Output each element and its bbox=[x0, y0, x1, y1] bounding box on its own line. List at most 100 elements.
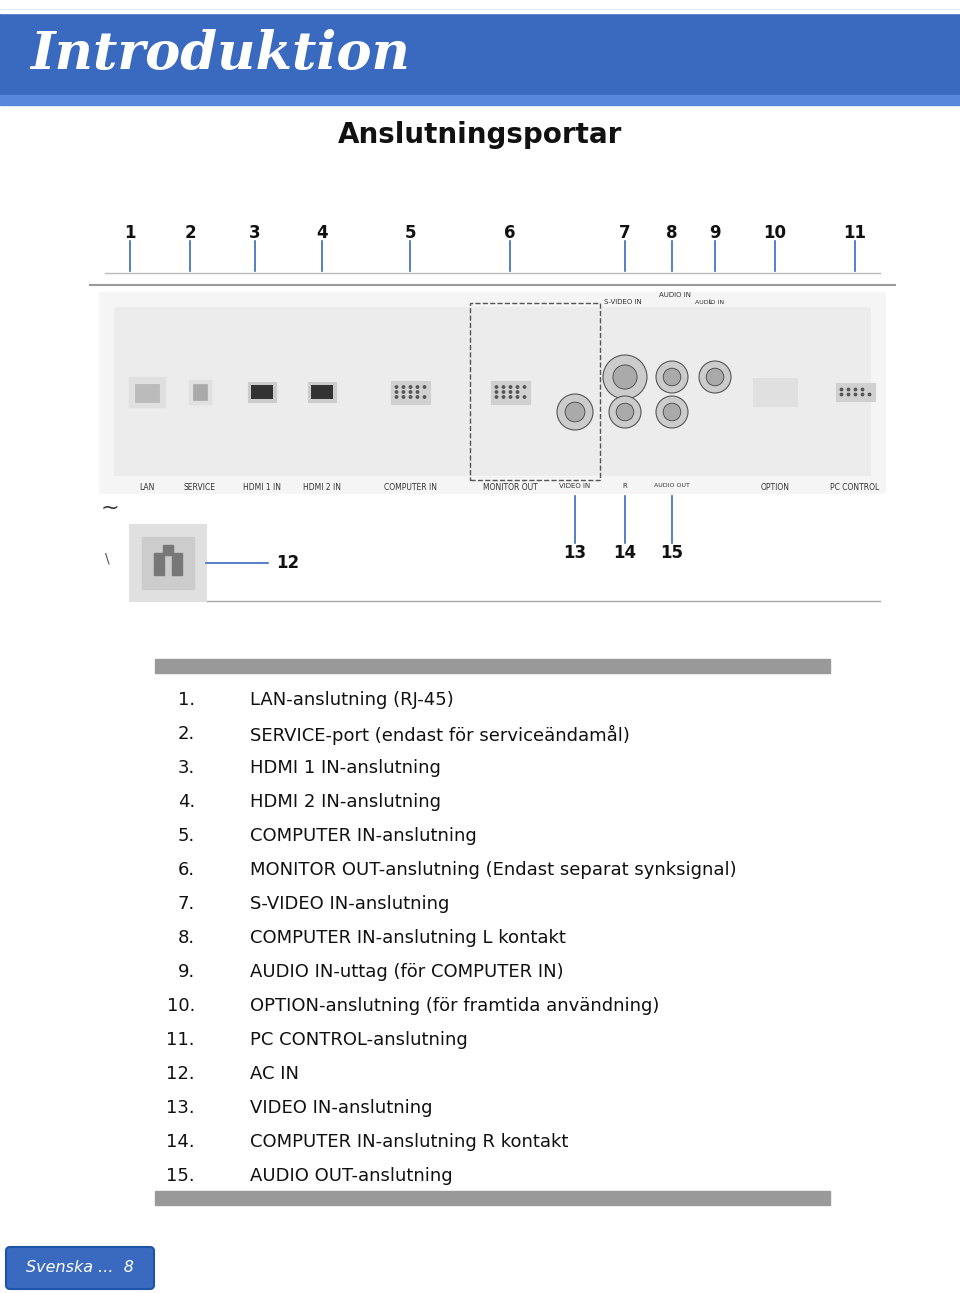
Text: R: R bbox=[623, 484, 628, 489]
Circle shape bbox=[409, 390, 412, 393]
Text: Svenska ...  8: Svenska ... 8 bbox=[26, 1261, 134, 1275]
Text: 12: 12 bbox=[276, 553, 300, 572]
Bar bbox=[391, 380, 429, 403]
Circle shape bbox=[516, 385, 518, 388]
Text: AUDIO IN: AUDIO IN bbox=[695, 300, 725, 305]
Circle shape bbox=[516, 390, 518, 393]
Text: 6: 6 bbox=[504, 224, 516, 242]
Circle shape bbox=[516, 396, 518, 398]
Circle shape bbox=[663, 369, 681, 385]
Text: COMPUTER IN-anslutning: COMPUTER IN-anslutning bbox=[250, 828, 477, 846]
Text: 15.: 15. bbox=[166, 1168, 195, 1184]
Circle shape bbox=[848, 388, 850, 390]
Bar bbox=[0, 10, 960, 94]
Text: L: L bbox=[708, 299, 712, 305]
Circle shape bbox=[417, 396, 419, 398]
Text: S-VIDEO IN-anslutning: S-VIDEO IN-anslutning bbox=[250, 895, 449, 913]
Bar bbox=[491, 380, 530, 403]
Bar bbox=[308, 381, 336, 402]
Circle shape bbox=[396, 385, 397, 388]
Text: HDMI 1 IN-anslutning: HDMI 1 IN-anslutning bbox=[250, 759, 441, 777]
Bar bbox=[130, 525, 206, 601]
Text: 11.: 11. bbox=[166, 1031, 195, 1049]
Text: PC CONTROL: PC CONTROL bbox=[830, 484, 879, 493]
Text: 13.: 13. bbox=[166, 1099, 195, 1117]
Text: PC CONTROL-anslutning: PC CONTROL-anslutning bbox=[250, 1031, 468, 1049]
Text: 8.: 8. bbox=[178, 928, 195, 946]
Text: 7: 7 bbox=[619, 224, 631, 242]
Circle shape bbox=[423, 385, 425, 388]
Circle shape bbox=[502, 396, 505, 398]
Bar bbox=[163, 546, 173, 555]
Text: S-VIDEO IN: S-VIDEO IN bbox=[604, 299, 642, 305]
Text: 3: 3 bbox=[250, 224, 261, 242]
Bar bbox=[155, 659, 830, 672]
Bar bbox=[189, 380, 211, 403]
Circle shape bbox=[854, 388, 856, 390]
Text: MONITOR OUT: MONITOR OUT bbox=[483, 484, 538, 493]
Text: 1.: 1. bbox=[178, 690, 195, 709]
Text: OPTION: OPTION bbox=[760, 484, 789, 493]
Circle shape bbox=[510, 396, 512, 398]
Text: MONITOR OUT-anslutning (Endast separat synksignal): MONITOR OUT-anslutning (Endast separat s… bbox=[250, 861, 736, 879]
Text: 6.: 6. bbox=[178, 861, 195, 879]
Circle shape bbox=[402, 385, 405, 388]
Text: AC IN: AC IN bbox=[250, 1065, 299, 1084]
Text: 2.: 2. bbox=[178, 725, 195, 743]
Circle shape bbox=[523, 396, 526, 398]
Text: 8: 8 bbox=[666, 224, 678, 242]
Circle shape bbox=[417, 390, 419, 393]
Text: SERVICE-port (endast för serviceändamål): SERVICE-port (endast för serviceändamål) bbox=[250, 725, 630, 745]
Text: AUDIO OUT-anslutning: AUDIO OUT-anslutning bbox=[250, 1168, 452, 1184]
Circle shape bbox=[396, 396, 397, 398]
Bar bbox=[0, 10, 960, 13]
Text: COMPUTER IN: COMPUTER IN bbox=[383, 484, 437, 493]
Circle shape bbox=[557, 394, 593, 431]
Text: 14: 14 bbox=[613, 544, 636, 562]
Text: AUDIO IN-uttag (för COMPUTER IN): AUDIO IN-uttag (för COMPUTER IN) bbox=[250, 963, 564, 981]
Circle shape bbox=[861, 393, 864, 396]
Circle shape bbox=[868, 393, 871, 396]
Circle shape bbox=[409, 385, 412, 388]
Circle shape bbox=[848, 393, 850, 396]
Text: 4: 4 bbox=[316, 224, 327, 242]
Bar bbox=[0, 0, 960, 6]
Text: AUDIO OUT: AUDIO OUT bbox=[654, 484, 690, 487]
Bar bbox=[135, 384, 159, 402]
Circle shape bbox=[707, 369, 724, 385]
Circle shape bbox=[663, 403, 681, 420]
Bar bbox=[129, 378, 165, 407]
Bar bbox=[0, 94, 960, 105]
Text: LAN-anslutning (RJ-45): LAN-anslutning (RJ-45) bbox=[250, 690, 454, 709]
Bar bbox=[753, 378, 797, 406]
Text: 9: 9 bbox=[709, 224, 721, 242]
Circle shape bbox=[495, 385, 497, 388]
Circle shape bbox=[402, 390, 405, 393]
Bar bbox=[154, 553, 164, 575]
Text: 3.: 3. bbox=[178, 759, 195, 777]
Circle shape bbox=[417, 385, 419, 388]
Circle shape bbox=[502, 385, 505, 388]
Bar bbox=[193, 384, 207, 400]
Circle shape bbox=[854, 393, 856, 396]
Text: COMPUTER IN-anslutning L kontakt: COMPUTER IN-anslutning L kontakt bbox=[250, 928, 565, 946]
Circle shape bbox=[609, 396, 641, 428]
Text: HDMI 2 IN: HDMI 2 IN bbox=[303, 484, 341, 493]
Text: AUDIO IN: AUDIO IN bbox=[659, 292, 691, 297]
Text: 13: 13 bbox=[564, 544, 587, 562]
Text: SERVICE: SERVICE bbox=[184, 484, 216, 493]
Circle shape bbox=[699, 361, 731, 393]
Bar bbox=[0, 4, 960, 6]
Bar bbox=[248, 381, 276, 402]
Text: 10.: 10. bbox=[167, 997, 195, 1015]
Circle shape bbox=[495, 390, 497, 393]
Circle shape bbox=[612, 365, 637, 389]
Circle shape bbox=[510, 385, 512, 388]
Text: 15: 15 bbox=[660, 544, 684, 562]
Bar bbox=[142, 537, 194, 590]
Text: 2: 2 bbox=[184, 224, 196, 242]
Text: OPTION-anslutning (för framtida användning): OPTION-anslutning (för framtida användni… bbox=[250, 997, 660, 1015]
Bar bbox=[835, 383, 875, 401]
Bar bbox=[0, 13, 960, 94]
Circle shape bbox=[861, 388, 864, 390]
